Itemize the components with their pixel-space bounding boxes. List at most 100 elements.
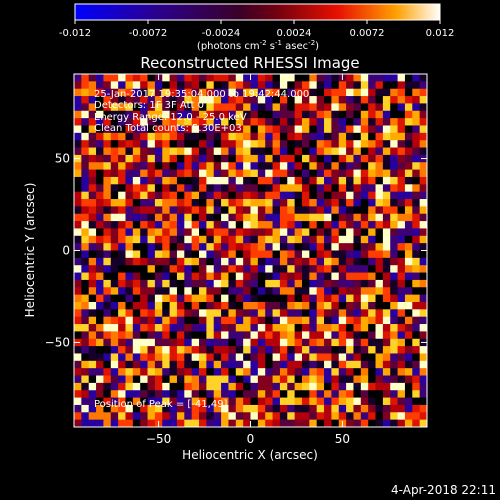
heatmap-cell xyxy=(368,213,376,222)
heatmap-cell xyxy=(74,110,82,119)
heatmap-cell xyxy=(382,279,391,288)
heatmap-cell xyxy=(265,162,273,170)
heatmap-cell xyxy=(279,301,288,310)
heatmap-cell xyxy=(375,316,384,325)
heatmap-cell xyxy=(235,316,244,325)
heatmap-cell xyxy=(74,404,82,413)
heatmap-cell xyxy=(272,404,281,413)
heatmap-cell xyxy=(331,169,340,178)
heatmap-cell xyxy=(324,162,332,170)
heatmap-cell xyxy=(169,404,178,413)
heatmap-cell xyxy=(184,272,193,281)
heatmap-cell xyxy=(279,110,288,119)
heatmap-cell xyxy=(147,360,156,369)
heatmap-cell xyxy=(404,147,413,156)
heatmap-cell xyxy=(331,81,340,90)
heatmap-cell xyxy=(176,206,185,215)
heatmap-cell xyxy=(110,309,119,318)
heatmap-cell xyxy=(88,176,97,185)
heatmap-cell xyxy=(272,191,281,200)
heatmap-cell xyxy=(257,221,266,229)
heatmap-cell xyxy=(257,147,266,156)
heatmap-cell xyxy=(154,368,163,376)
heatmap-cell xyxy=(375,132,384,141)
heatmap-cell xyxy=(324,331,332,340)
heatmap-cell xyxy=(169,88,178,97)
heatmap-cell xyxy=(81,257,90,266)
heatmap-cell xyxy=(74,74,82,82)
heatmap-cell xyxy=(250,243,259,251)
heatmap-cell xyxy=(110,235,119,244)
heatmap-cell xyxy=(375,154,384,163)
heatmap-cell xyxy=(140,257,148,266)
heatmap-cell xyxy=(316,353,325,362)
heatmap-cell xyxy=(147,419,156,428)
heatmap-cell xyxy=(324,228,332,237)
heatmap-cell xyxy=(272,147,281,156)
heatmap-cell xyxy=(132,88,141,97)
heatmap-cell xyxy=(265,272,273,281)
heatmap-cell xyxy=(213,279,222,288)
heatmap-cell xyxy=(272,221,281,229)
colorbar-tick-label: -0.0072 xyxy=(129,28,168,39)
heatmap-cell xyxy=(118,228,126,237)
heatmap-cell xyxy=(81,74,90,82)
heatmap-cell xyxy=(110,162,119,170)
heatmap-cell xyxy=(221,199,229,207)
heatmap-cell xyxy=(390,235,398,244)
heatmap-cell xyxy=(199,147,207,156)
heatmap-cell xyxy=(74,324,82,332)
heatmap-cell xyxy=(96,140,104,148)
heatmap-cell xyxy=(88,368,97,376)
heatmap-cell xyxy=(390,191,398,200)
heatmap-cell xyxy=(375,169,384,178)
heatmap-cell xyxy=(360,353,369,362)
y-tick-label: 50 xyxy=(55,152,70,166)
heatmap-cell xyxy=(360,412,369,421)
heatmap-cell xyxy=(390,265,398,273)
heatmap-cell xyxy=(176,346,185,354)
heatmap-cell xyxy=(294,154,303,163)
heatmap-cell xyxy=(176,213,185,222)
heatmap-cell xyxy=(243,191,251,200)
heatmap-cell xyxy=(287,382,296,391)
heatmap-cell xyxy=(316,309,325,318)
heatmap-cell xyxy=(375,125,384,134)
heatmap-cell xyxy=(206,272,215,281)
heatmap-cell xyxy=(162,404,170,413)
heatmap-cell xyxy=(390,74,398,82)
heatmap-cell xyxy=(176,360,185,369)
colorbar-tick-label: 0.012 xyxy=(426,28,455,39)
heatmap-cell xyxy=(250,118,259,126)
heatmap-cell xyxy=(368,125,376,134)
heatmap-cell xyxy=(338,257,347,266)
heatmap-cell xyxy=(412,279,421,288)
heatmap-cell xyxy=(265,397,273,406)
heatmap-cell xyxy=(279,390,288,398)
heatmap-cell xyxy=(199,346,207,354)
heatmap-cell xyxy=(338,360,347,369)
heatmap-cell xyxy=(199,221,207,229)
heatmap-cell xyxy=(103,154,112,163)
heatmap-cell xyxy=(360,346,369,354)
heatmap-cell xyxy=(346,162,354,170)
heatmap-cell xyxy=(346,419,354,428)
heatmap-cell xyxy=(221,279,229,288)
heatmap-cell xyxy=(140,132,148,141)
heatmap-cell xyxy=(324,250,332,259)
heatmap-cell xyxy=(301,353,310,362)
heatmap-cell xyxy=(199,338,207,347)
heatmap-cell xyxy=(324,294,332,303)
heatmap-cell xyxy=(294,338,303,347)
heatmap-cell xyxy=(287,191,296,200)
heatmap-cell xyxy=(235,375,244,384)
heatmap-cell xyxy=(243,199,251,207)
heatmap-cell xyxy=(81,301,90,310)
heatmap-cell xyxy=(147,132,156,141)
heatmap-cell xyxy=(191,228,200,237)
heatmap-cell xyxy=(324,235,332,244)
heatmap-cell xyxy=(250,360,259,369)
heatmap-cell xyxy=(147,191,156,200)
heatmap-cell xyxy=(110,353,119,362)
heatmap-cell xyxy=(360,301,369,310)
